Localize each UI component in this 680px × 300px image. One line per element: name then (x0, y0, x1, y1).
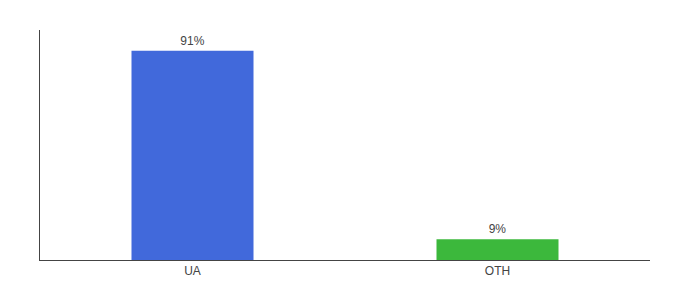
svg-text:91%: 91% (180, 34, 204, 48)
svg-text:UA: UA (184, 264, 201, 278)
svg-text:OTH: OTH (485, 264, 510, 278)
svg-text:9%: 9% (489, 222, 507, 236)
